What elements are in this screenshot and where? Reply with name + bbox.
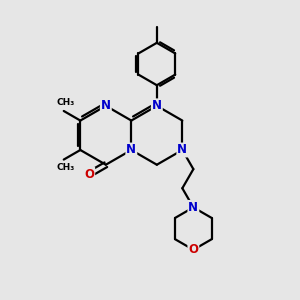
Text: O: O bbox=[84, 168, 94, 181]
Text: N: N bbox=[177, 143, 187, 157]
Text: CH₃: CH₃ bbox=[56, 98, 74, 107]
Text: N: N bbox=[126, 143, 136, 157]
Text: N: N bbox=[188, 201, 198, 214]
Text: CH₃: CH₃ bbox=[56, 163, 74, 172]
Text: N: N bbox=[101, 99, 111, 112]
Text: N: N bbox=[152, 99, 162, 112]
Text: O: O bbox=[188, 243, 198, 256]
